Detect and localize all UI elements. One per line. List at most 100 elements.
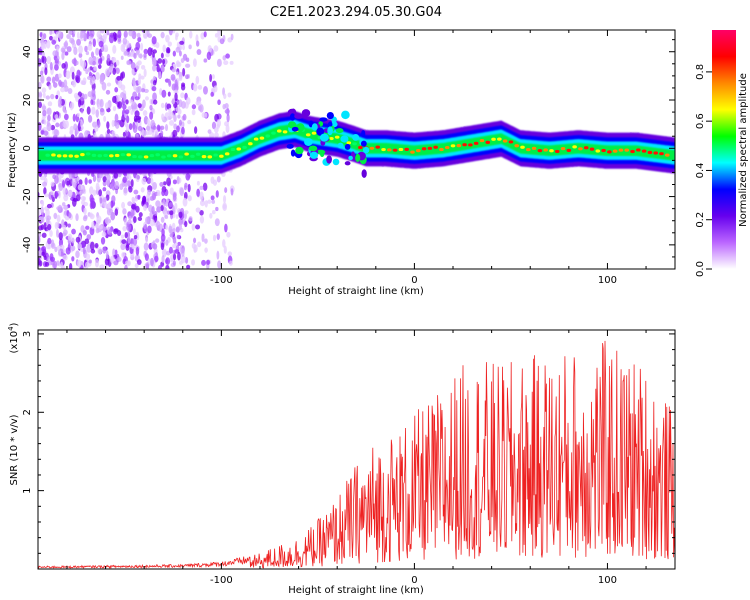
noise-speck xyxy=(212,234,217,242)
ridge-blob xyxy=(340,135,349,143)
noise-speck xyxy=(61,51,65,61)
ridge-peak-spot xyxy=(381,147,386,152)
noise-speck xyxy=(45,217,50,225)
noise-speck xyxy=(227,251,233,257)
noise-speck xyxy=(223,93,227,100)
noise-speck xyxy=(79,58,83,67)
noise-speck xyxy=(161,189,166,197)
noise-speck xyxy=(97,120,101,128)
noise-speck xyxy=(140,187,145,193)
noise-speck xyxy=(46,39,51,49)
noise-speck xyxy=(222,195,227,204)
ridge-peak-spot xyxy=(143,155,149,159)
noise-speck xyxy=(91,106,96,115)
noise-speck xyxy=(197,84,203,90)
noise-speck xyxy=(143,68,147,78)
noise-speck xyxy=(90,99,94,105)
noise-speck xyxy=(204,238,208,244)
noise-speck xyxy=(61,63,66,69)
noise-speck xyxy=(98,189,103,197)
noise-speck xyxy=(87,114,93,123)
noise-speck xyxy=(73,46,78,56)
noise-speck xyxy=(39,216,45,224)
noise-speck xyxy=(47,101,53,107)
noise-speck xyxy=(89,212,93,218)
noise-speck xyxy=(43,222,47,231)
noise-speck xyxy=(41,55,45,63)
noise-speck xyxy=(175,214,179,219)
ridge-peak-spot xyxy=(387,148,392,152)
ridge-peak-spot xyxy=(230,147,236,152)
ridge-peak-spot xyxy=(439,147,444,152)
noise-speck xyxy=(132,77,136,87)
colorbar-ticks: 0.0 0.2 0.4 0.6 0.8 xyxy=(695,64,712,277)
noise-speck xyxy=(47,237,52,245)
noise-speck xyxy=(133,103,138,110)
noise-speck xyxy=(85,225,90,230)
ridge-peak-spot xyxy=(502,139,508,143)
colorbar-tick-label: 0.0 xyxy=(695,261,706,277)
noise-speck xyxy=(62,187,67,196)
noise-speck xyxy=(112,67,117,75)
colorbar: 0.0 0.2 0.4 0.6 0.8 Normalized spectral ampl… xyxy=(695,30,749,277)
noise-speck xyxy=(69,102,74,111)
noise-speck xyxy=(226,107,230,117)
noise-speck xyxy=(175,46,181,53)
noise-speck xyxy=(52,50,58,57)
noise-speck xyxy=(38,257,41,266)
noise-speck xyxy=(155,200,161,208)
noise-speck xyxy=(188,44,192,50)
noise-speck xyxy=(147,47,153,57)
noise-speck xyxy=(128,175,132,181)
noise-speck xyxy=(167,41,172,47)
noise-speck xyxy=(42,109,47,117)
noise-speck xyxy=(179,187,184,197)
noise-speck xyxy=(149,104,153,111)
ridge-peak-spot xyxy=(456,144,462,148)
noise-speck xyxy=(54,175,59,185)
ridge-peak-spot xyxy=(433,145,438,149)
spectrogram-x-axis-label: Height of straight line (km) xyxy=(288,286,424,297)
ridge-peak-spot xyxy=(636,148,641,152)
ridge-blob xyxy=(316,127,325,136)
noise-speck xyxy=(47,223,52,231)
noise-speck xyxy=(68,212,72,219)
noise-speck xyxy=(39,32,43,38)
ridge-peak-spot xyxy=(259,136,265,140)
noise-speck xyxy=(222,239,226,248)
noise-speck xyxy=(161,58,166,65)
noise-speck xyxy=(123,50,129,57)
noise-speck xyxy=(199,191,204,201)
noise-speck xyxy=(150,257,154,267)
noise-speck xyxy=(113,172,119,179)
noise-speck xyxy=(230,33,234,41)
noise-speck xyxy=(197,241,202,248)
noise-speck xyxy=(50,93,55,100)
ridge-peak-spot xyxy=(589,147,595,151)
noise-speck xyxy=(120,92,125,99)
ridge-peak-spot xyxy=(630,149,635,154)
noise-speck xyxy=(103,115,107,122)
noise-speck xyxy=(46,55,51,65)
noise-speck xyxy=(172,236,177,244)
noise-speck xyxy=(117,79,123,89)
ridge-peak-spot xyxy=(149,153,155,158)
ridge-blob xyxy=(337,142,344,149)
noise-speck xyxy=(146,30,150,37)
noise-speck xyxy=(178,76,183,81)
noise-speck xyxy=(179,40,185,45)
noise-speck xyxy=(160,65,165,73)
y-tick-label: 0 xyxy=(22,145,33,151)
y-tick-label: -40 xyxy=(22,237,33,253)
noise-speck xyxy=(83,207,87,215)
noise-speck xyxy=(207,199,212,204)
noise-speck xyxy=(88,56,93,65)
noise-speck xyxy=(86,75,93,80)
noise-speck xyxy=(135,48,140,55)
noise-speck xyxy=(106,30,110,36)
noise-speck xyxy=(216,176,221,183)
ridge-blob xyxy=(291,126,299,132)
noise-speck xyxy=(175,71,179,76)
noise-speck xyxy=(38,208,41,218)
noise-speck xyxy=(156,206,162,213)
